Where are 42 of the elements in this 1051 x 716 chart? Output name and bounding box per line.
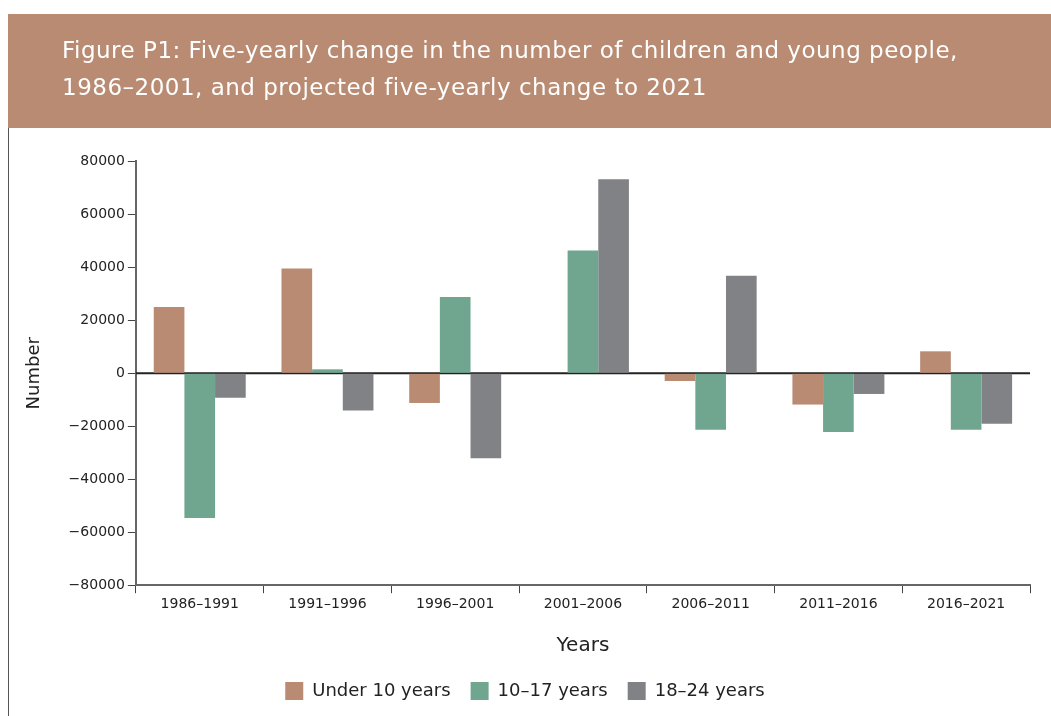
bar [470, 373, 502, 459]
y-tick-label: 20000 [80, 310, 125, 327]
x-tick-label: 2001–2006 [543, 595, 623, 612]
y-tick-label: −20000 [68, 416, 125, 433]
y-tick-label: 80000 [80, 152, 125, 169]
x-tick-label: 2011–2016 [799, 595, 878, 612]
bar [281, 268, 313, 373]
bar [153, 307, 185, 373]
y-tick-label: −60000 [68, 522, 125, 539]
y-tick-label: 60000 [80, 205, 125, 222]
bar [664, 373, 696, 381]
bar [950, 373, 982, 430]
legend-label: Under 10 years [312, 678, 451, 700]
bar [981, 373, 1013, 424]
legend-label: 18–24 years [654, 678, 765, 700]
x-axis-title: Years [555, 632, 610, 657]
y-tick-label: −40000 [68, 469, 125, 486]
bar [726, 275, 757, 373]
x-tick-label: 2016–2021 [927, 595, 1006, 612]
bar [312, 369, 343, 373]
x-tick-label: 1986–1991 [160, 595, 239, 612]
bar [695, 373, 726, 430]
bar [439, 297, 471, 373]
bar [853, 373, 885, 394]
bar [342, 373, 374, 411]
y-axis-title: Number [22, 336, 44, 410]
x-tick-label: 1996–2001 [416, 595, 495, 612]
bar [567, 250, 599, 373]
chart-title: Figure P1: Five-yearly change in the number of children and young people, 1986–2001, and projected five-yearly change to 2021 [62, 36, 959, 102]
y-tick-label: 40000 [80, 257, 125, 274]
bar [598, 179, 629, 373]
bar [920, 351, 951, 373]
legend-label: 10–17 years [497, 678, 608, 700]
bar [409, 373, 440, 403]
y-tick-label: 0 [115, 363, 125, 380]
x-tick-label: 2006–2011 [671, 595, 750, 612]
bar [823, 373, 854, 433]
bar [184, 373, 216, 518]
bar [792, 373, 824, 405]
x-tick-label: 1991–1996 [288, 595, 367, 612]
y-tick-label: −80000 [68, 575, 125, 592]
bar [215, 373, 246, 398]
